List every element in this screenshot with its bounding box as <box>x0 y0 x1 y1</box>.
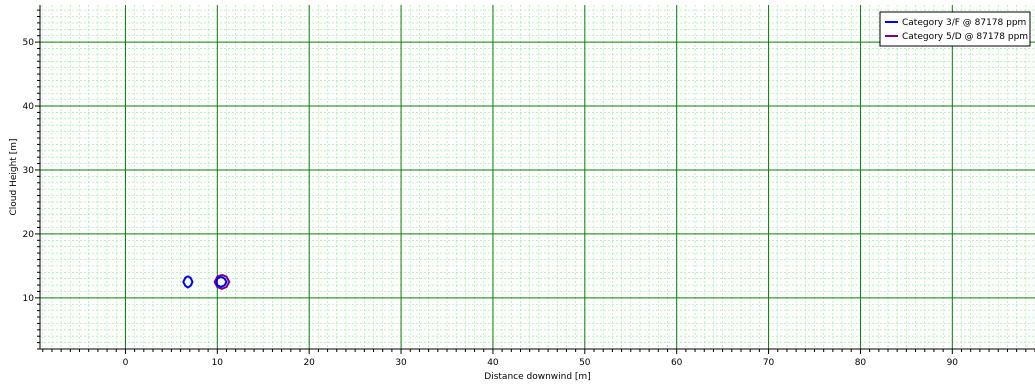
y-axis-label: Cloud Height [m] <box>9 139 19 216</box>
x-axis-ticks: 0 10 20 30 40 50 60 70 80 90 <box>42 349 1035 368</box>
x-axis-label: Distance downwind [m] <box>484 372 590 382</box>
y-tick-label: 20 <box>23 230 35 240</box>
legend-box <box>879 11 1031 47</box>
x-tick-label: 60 <box>671 358 683 368</box>
x-tick-label: 40 <box>487 358 499 368</box>
y-tick-label: 50 <box>23 38 35 48</box>
x-tick-label: 0 <box>123 358 129 368</box>
y-tick-label: 30 <box>23 166 35 176</box>
legend-label-category-3f: Category 3/F @ 87178 ppm <box>902 18 1026 28</box>
x-tick-label: 50 <box>579 358 591 368</box>
legend-label-category-5d: Category 5/D @ 87178 ppm <box>902 32 1028 42</box>
minor-grid <box>40 5 1035 350</box>
x-tick-label: 90 <box>947 358 959 368</box>
legend: Category 3/F @ 87178 ppm Category 5/D @ … <box>879 11 1031 47</box>
series-layer <box>182 273 231 290</box>
series-contour-2 <box>215 275 228 288</box>
y-tick-label: 40 <box>23 102 35 112</box>
x-tick-label: 20 <box>303 358 315 368</box>
y-axis-ticks: 10 20 30 40 50 <box>23 9 40 350</box>
x-tick-label: 10 <box>212 358 224 368</box>
x-tick-label: 80 <box>855 358 867 368</box>
x-tick-label: 30 <box>395 358 407 368</box>
major-grid <box>40 5 1035 349</box>
y-tick-label: 10 <box>23 294 35 304</box>
series-contour-0 <box>182 275 194 289</box>
x-tick-label: 70 <box>763 358 775 368</box>
